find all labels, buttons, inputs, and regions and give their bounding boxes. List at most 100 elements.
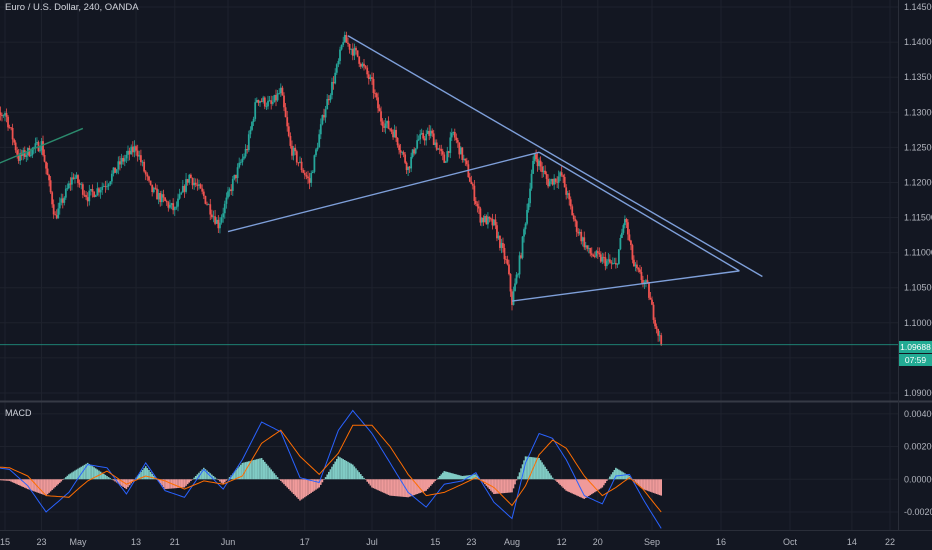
candle-body xyxy=(170,203,173,205)
candle-body xyxy=(334,72,337,84)
macd-histogram-bar xyxy=(419,479,421,493)
macd-histogram-bar xyxy=(624,473,626,480)
macd-histogram-bar xyxy=(387,479,390,495)
candle-body xyxy=(377,97,379,109)
macd-histogram-bar xyxy=(14,479,17,484)
macd-histogram-bar xyxy=(460,475,462,480)
candle-body xyxy=(399,150,402,153)
candle-body xyxy=(271,102,274,104)
candle-body xyxy=(456,140,459,143)
candle-body xyxy=(393,129,396,138)
macd-histogram-bar xyxy=(502,479,504,494)
candle-body xyxy=(75,175,78,178)
candle-body xyxy=(476,203,479,207)
macd-histogram-bar xyxy=(99,471,102,480)
candle-body xyxy=(157,192,160,200)
macd-histogram-bar xyxy=(472,474,474,480)
candle-body xyxy=(499,235,501,248)
macd-histogram-bar xyxy=(604,479,607,484)
macd-histogram-bar xyxy=(78,467,81,480)
macd-histogram-bar xyxy=(503,479,506,494)
candle-body xyxy=(34,143,37,148)
candle-body xyxy=(502,243,504,249)
candle-body xyxy=(655,326,658,329)
candle-body xyxy=(640,272,643,280)
candle-body xyxy=(508,264,510,275)
macd-histogram-bar xyxy=(22,479,25,488)
macd-histogram-bar xyxy=(517,476,519,480)
candle-body xyxy=(180,192,183,195)
candle-body xyxy=(190,174,192,178)
candle-body xyxy=(0,112,2,115)
macd-histogram-bar xyxy=(381,479,384,493)
macd-histogram-bar xyxy=(548,473,551,480)
candle-body xyxy=(583,237,586,248)
candle-body xyxy=(429,130,432,136)
macd-histogram-bar xyxy=(315,479,317,490)
candle-body xyxy=(411,149,414,158)
candle-body xyxy=(345,34,348,43)
candle-body xyxy=(651,299,653,305)
candle-body xyxy=(57,208,60,219)
candle-body xyxy=(358,56,361,64)
candle-body xyxy=(566,193,569,195)
price-axis-label: 1.12500 xyxy=(904,142,932,152)
candle-body xyxy=(361,63,364,67)
macd-histogram-bar xyxy=(299,479,301,501)
macd-histogram-bar xyxy=(586,479,589,497)
candle-body xyxy=(453,131,456,138)
candle-body xyxy=(627,222,629,235)
candle-body xyxy=(474,200,477,204)
macd-histogram-bar xyxy=(151,473,153,480)
candle-body xyxy=(194,182,197,185)
candle-body xyxy=(387,120,390,129)
candle-body xyxy=(28,148,31,157)
macd-histogram-bar xyxy=(607,478,610,480)
macd-title: MACD xyxy=(5,408,32,418)
macd-histogram-bar xyxy=(566,479,569,492)
candle-body xyxy=(231,178,234,191)
candle-body xyxy=(520,255,522,258)
candle-body xyxy=(420,133,423,135)
macd-histogram-bar xyxy=(461,476,464,480)
macd-histogram-bar xyxy=(225,479,228,481)
candle-body xyxy=(193,182,196,186)
candle-body xyxy=(78,183,81,185)
macd-histogram-bar xyxy=(481,479,483,481)
candle-body xyxy=(648,282,650,298)
macd-histogram-bar xyxy=(0,479,2,481)
candle-body xyxy=(419,134,422,140)
macd-histogram-bar xyxy=(595,479,598,492)
macd-histogram-bar xyxy=(7,479,9,481)
time-axis-label: 15 xyxy=(430,537,440,547)
candle-body xyxy=(313,155,316,172)
candle-body xyxy=(19,152,22,161)
macd-histogram-bar xyxy=(267,465,269,480)
candle-body xyxy=(102,185,105,187)
candle-body xyxy=(569,199,572,207)
candle-body xyxy=(61,198,64,203)
macd-histogram-bar xyxy=(569,479,572,493)
trendline xyxy=(511,270,740,302)
macd-histogram-bar xyxy=(228,477,231,480)
macd-histogram-bar xyxy=(232,473,234,480)
macd-histogram-bar xyxy=(217,479,220,481)
candle-body xyxy=(493,219,495,226)
candle-body xyxy=(367,74,370,80)
time-axis-label: Sep xyxy=(644,537,660,547)
candle-body xyxy=(112,167,115,174)
macd-histogram-bar xyxy=(72,471,75,480)
grid-lines xyxy=(0,0,898,530)
candle-body xyxy=(381,121,384,127)
macd-histogram-bar xyxy=(355,468,357,480)
candle-body xyxy=(85,195,87,198)
candle-body xyxy=(321,114,324,125)
time-axis-label: 12 xyxy=(557,537,567,547)
time-axis-label: 16 xyxy=(716,537,726,547)
candle-body xyxy=(390,129,393,132)
macd-histogram-bar xyxy=(280,479,282,481)
symbol-title: Euro / U.S. Dollar, 240, OANDA xyxy=(5,2,139,13)
macd-histogram-bar xyxy=(340,458,343,480)
candle-body xyxy=(477,206,480,209)
